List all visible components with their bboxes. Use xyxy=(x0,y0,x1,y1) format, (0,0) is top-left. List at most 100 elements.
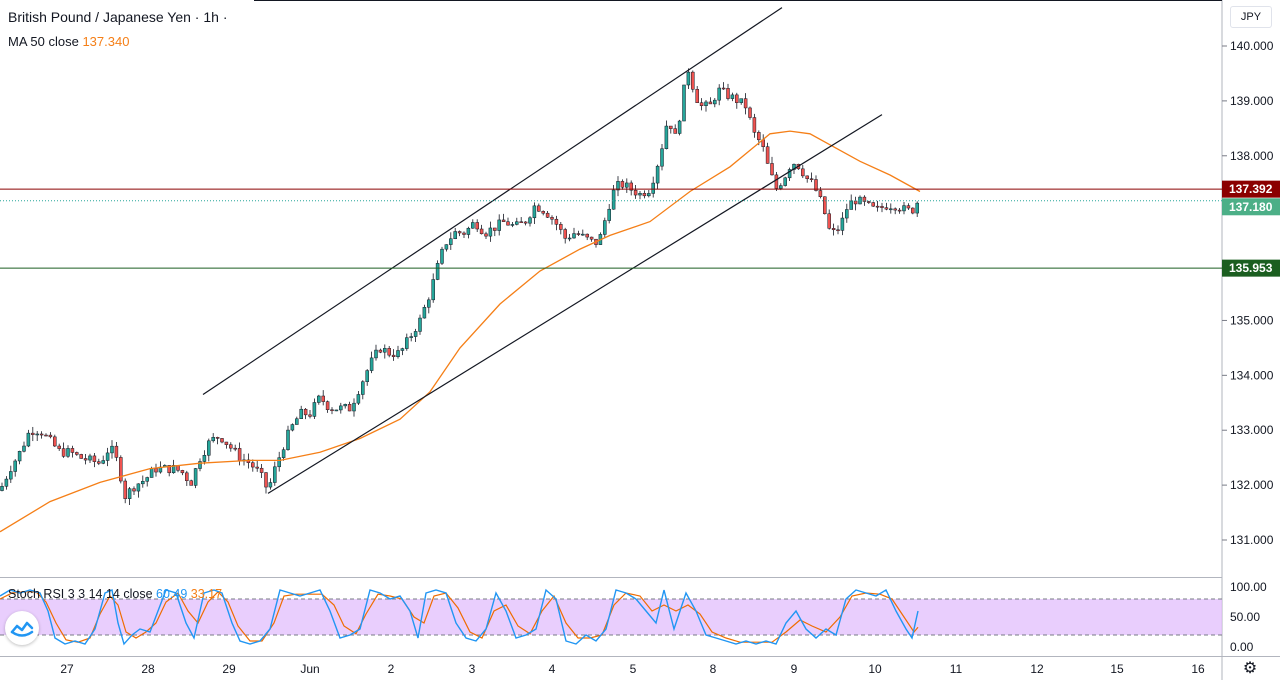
candle-down xyxy=(563,227,567,244)
candle-down xyxy=(391,349,396,361)
candle-up xyxy=(22,441,26,453)
price-tick-label: 135.000 xyxy=(1230,313,1274,327)
price-tick-label: 132.000 xyxy=(1230,478,1274,492)
settings-gear-icon[interactable]: ⚙ xyxy=(1242,660,1258,677)
time-tick-label: 3 xyxy=(469,662,476,676)
candle-down xyxy=(880,202,884,213)
time-tick-label: 12 xyxy=(1030,662,1044,676)
candle-down xyxy=(576,230,581,237)
candle-up xyxy=(686,68,691,90)
candle-up xyxy=(105,447,110,467)
candle-down xyxy=(629,180,633,196)
candle-up xyxy=(356,390,361,406)
candle-up xyxy=(35,431,39,441)
candle-up xyxy=(110,440,114,459)
candle-down xyxy=(475,219,479,233)
candle-up xyxy=(616,176,620,197)
candle-down xyxy=(347,401,352,412)
candle-up xyxy=(453,227,457,240)
candle-up xyxy=(730,92,735,102)
time-tick-label: 9 xyxy=(791,662,798,676)
candle-up xyxy=(567,233,572,242)
candle-up xyxy=(528,216,532,227)
candle-up xyxy=(145,476,149,487)
candle-down xyxy=(585,233,589,241)
currency-badge[interactable]: JPY xyxy=(1230,6,1272,28)
ma-50-line[interactable] xyxy=(0,130,921,533)
candle-down xyxy=(673,124,677,134)
candle-up xyxy=(374,344,378,361)
candle-up xyxy=(193,467,198,489)
channel-lower-trendline[interactable] xyxy=(267,114,883,494)
candle-down xyxy=(387,345,391,358)
candle-down xyxy=(911,207,915,215)
candle-down xyxy=(761,134,765,152)
candle-up xyxy=(418,314,422,335)
candle-down xyxy=(97,458,101,466)
candle-up xyxy=(664,120,669,150)
stoch-k-value: 60.49 xyxy=(156,587,188,601)
price-axis-background[interactable] xyxy=(1222,0,1280,680)
candle-down xyxy=(132,486,136,495)
candle-up xyxy=(26,429,31,448)
candle-down xyxy=(853,196,858,211)
candle-up xyxy=(211,433,215,443)
candle-down xyxy=(884,202,889,211)
candle-up xyxy=(13,459,17,477)
candle-up xyxy=(422,304,427,319)
candle-down xyxy=(61,442,66,458)
candle-down xyxy=(251,459,255,472)
ma-legend[interactable]: MA 50 close 137.340 xyxy=(8,34,129,49)
candle-down xyxy=(545,211,550,219)
time-tick-label: 8 xyxy=(710,662,717,676)
symbol-title: British Pound / Japanese Yen · 1h · xyxy=(8,9,228,25)
candle-down xyxy=(559,221,563,235)
candle-down xyxy=(224,441,229,449)
candle-up xyxy=(66,445,70,458)
price-tick-label: 133.000 xyxy=(1230,423,1274,437)
stoch-legend[interactable]: Stoch RSI 3 3 14 14 close 60.49 33.17 xyxy=(8,587,222,601)
candle-down xyxy=(57,443,61,451)
candle-down xyxy=(303,408,308,420)
candle-up xyxy=(603,217,607,239)
candle-up xyxy=(317,394,321,405)
candle-up xyxy=(343,403,347,409)
candle-up xyxy=(405,333,409,351)
candle-up xyxy=(638,191,642,200)
candle-up xyxy=(198,458,202,472)
osc-axis-ticks: 100.00 50.00 0.00 xyxy=(1230,580,1267,654)
candle-down xyxy=(669,125,673,134)
candle-down xyxy=(233,444,237,452)
candle-up xyxy=(171,459,176,474)
candle-up xyxy=(413,328,418,343)
candle-down xyxy=(255,461,259,472)
candle-up xyxy=(202,450,207,465)
candle-up xyxy=(889,203,893,214)
candle-up xyxy=(4,476,9,490)
stoch-rsi-d-line[interactable] xyxy=(0,590,919,643)
symbol-legend[interactable]: British Pound / Japanese Yen · 1h · xyxy=(8,9,227,25)
last-price-label: 137.180 xyxy=(1229,200,1273,214)
candle-up xyxy=(704,99,708,112)
last-price-tag: 137.180 xyxy=(1222,198,1280,216)
time-tick-label: 4 xyxy=(549,662,556,676)
price-tick-label: 139.000 xyxy=(1230,94,1274,108)
candle-up xyxy=(682,84,686,122)
candle-up xyxy=(136,483,141,498)
candle-down xyxy=(897,208,902,214)
candle-down xyxy=(871,201,875,207)
candle-down xyxy=(70,445,75,458)
tradingview-logo-icon[interactable] xyxy=(5,611,39,645)
candle-up xyxy=(845,203,849,223)
stoch-rsi-k-line[interactable] xyxy=(0,588,919,646)
candle-down xyxy=(330,407,334,415)
candle-up xyxy=(127,486,132,505)
candle-up xyxy=(400,347,405,356)
candle-up xyxy=(334,409,339,412)
candle-up xyxy=(598,232,603,245)
candle-down xyxy=(875,200,880,212)
candle-up xyxy=(497,214,501,236)
osc-tick-label: 50.00 xyxy=(1230,610,1260,624)
candle-up xyxy=(431,273,435,303)
